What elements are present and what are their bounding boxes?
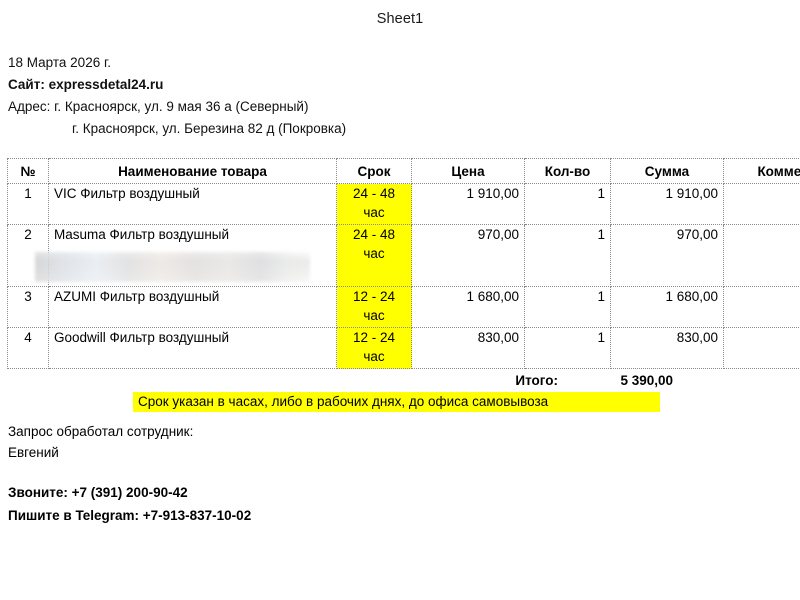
cell-term-range: 24 - 48 <box>352 227 396 242</box>
cell-quantity: 1 <box>524 327 611 369</box>
cell-term-range: 12 - 24 <box>352 330 396 345</box>
cell-price: 1 910,00 <box>411 183 525 225</box>
table-row: 3 AZUMI Фильтр воздушный 12 - 24 час 1 6… <box>7 286 800 328</box>
cell-term-range: 12 - 24 <box>352 289 396 304</box>
cell-number: 4 <box>7 327 49 369</box>
total-label: Итого: <box>515 373 558 388</box>
column-header-quantity: Кол-во <box>524 158 611 184</box>
cell-sum: 1 680,00 <box>610 286 724 328</box>
cell-term-unit: час <box>363 246 385 261</box>
cell-product-name: Goodwill Фильтр воздушный <box>48 327 337 369</box>
table-row: 2 Masuma Фильтр воздушный 24 - 48 час 97… <box>7 224 800 287</box>
cell-number: 3 <box>7 286 49 328</box>
quote-table: № Наименование товара Срок Цена Кол-во С… <box>7 158 800 369</box>
employee-name: Евгений <box>8 445 59 460</box>
column-header-comment: Коммент. <box>723 158 800 184</box>
cell-comment <box>723 183 800 225</box>
cell-price: 830,00 <box>411 327 525 369</box>
column-header-sum: Сумма <box>610 158 724 184</box>
cell-number: 2 <box>7 224 49 287</box>
column-header-term: Срок <box>336 158 412 184</box>
table-header-row: № Наименование товара Срок Цена Кол-во С… <box>7 158 800 184</box>
column-header-product-name: Наименование товара <box>48 158 337 184</box>
total-value: 5 390,00 <box>620 373 673 388</box>
table-row: 1 VIC Фильтр воздушный 24 - 48 час 1 910… <box>7 183 800 225</box>
cell-sum: 1 910,00 <box>610 183 724 225</box>
cell-term: 12 - 24 час <box>336 327 412 369</box>
cell-term-unit: час <box>363 205 385 220</box>
contact-telegram: Пишите в Telegram: +7-913-837-10-02 <box>8 508 252 523</box>
cell-price: 1 680,00 <box>411 286 525 328</box>
cell-term-unit: час <box>363 349 385 364</box>
cell-price: 970,00 <box>411 224 525 287</box>
cell-comment <box>723 286 800 328</box>
term-note-highlight: Срок указан в часах, либо в рабочих днях… <box>133 392 660 412</box>
company-address-line-1: Адрес: г. Красноярск, ул. 9 мая 36 а (Се… <box>8 99 309 114</box>
cell-sum: 830,00 <box>610 327 724 369</box>
column-header-number: № <box>7 158 49 184</box>
cell-sum: 970,00 <box>610 224 724 287</box>
cell-comment <box>723 327 800 369</box>
company-website: Сайт: expressdetal24.ru <box>8 77 164 92</box>
company-address-line-2: г. Красноярск, ул. Березина 82 д (Покров… <box>72 121 347 136</box>
cell-quantity: 1 <box>524 183 611 225</box>
cell-number: 1 <box>7 183 49 225</box>
table-row: 4 Goodwill Фильтр воздушный 12 - 24 час … <box>7 327 800 369</box>
contact-phone: Звоните: +7 (391) 200-90-42 <box>8 485 188 500</box>
cell-product-name: AZUMI Фильтр воздушный <box>48 286 337 328</box>
cell-product-name: Masuma Фильтр воздушный <box>48 224 337 287</box>
cell-product-name: VIC Фильтр воздушный <box>48 183 337 225</box>
cell-term: 12 - 24 час <box>336 286 412 328</box>
cell-term-unit: час <box>363 308 385 323</box>
cell-term: 24 - 48 час <box>336 224 412 287</box>
column-header-price: Цена <box>411 158 525 184</box>
cell-term-range: 24 - 48 <box>352 186 396 201</box>
cell-comment <box>723 224 800 287</box>
cell-quantity: 1 <box>524 224 611 287</box>
cell-quantity: 1 <box>524 286 611 328</box>
processed-by-label: Запрос обработал сотрудник: <box>8 424 194 439</box>
document-date: 18 Марта 2026 г. <box>8 55 111 70</box>
cell-term: 24 - 48 час <box>336 183 412 225</box>
sheet-title: Sheet1 <box>376 11 424 27</box>
